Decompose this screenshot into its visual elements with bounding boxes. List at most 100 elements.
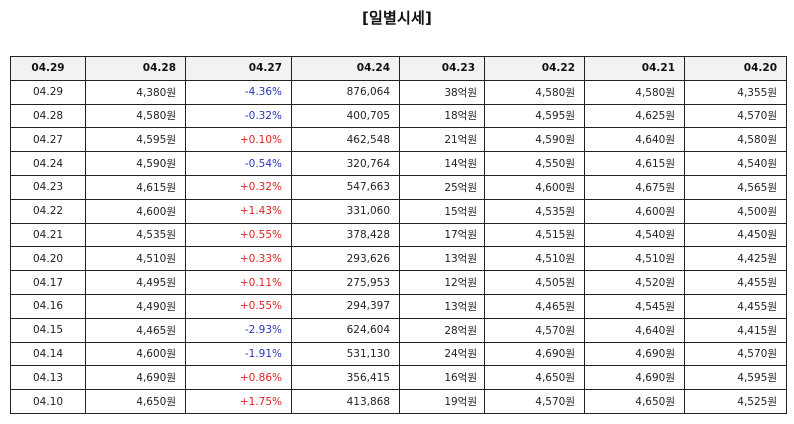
close-price-cell: 4,650원	[85, 389, 186, 414]
trade-value-cell: 28억원	[399, 317, 485, 343]
open-price-cell: 4,590원	[484, 127, 585, 153]
date-cell: 04.22	[10, 198, 86, 224]
change-rate-cell: +1.75%	[185, 389, 292, 414]
high-price-cell: 4,600원	[584, 198, 685, 224]
date-cell: 04.16	[10, 293, 86, 319]
low-price-cell: 4,595원	[684, 365, 787, 391]
volume-cell: 378,428	[291, 222, 400, 248]
volume-cell: 413,868	[291, 389, 400, 414]
volume-cell: 876,064	[291, 79, 400, 105]
table-row: 04.27 4,595원 +0.10% 462,548 21억원 4,590원 4,640원…	[10, 127, 787, 153]
high-price-cell: 4,545원	[584, 293, 685, 319]
table-header-row: 04.29 04.28 04.27 04.24 04.23 04.22 04.2…	[10, 56, 787, 81]
close-price-cell: 4,590원	[85, 151, 186, 176]
trade-value-cell: 13억원	[399, 246, 485, 272]
trade-value-cell: 21억원	[399, 127, 485, 153]
low-price-cell: 4,570원	[684, 103, 787, 129]
trade-value-cell: 14억원	[399, 151, 485, 176]
low-price-cell: 4,355원	[684, 79, 787, 105]
volume-cell: 331,060	[291, 198, 400, 224]
change-rate-cell: -0.54%	[185, 151, 292, 176]
trade-value-cell: 13억원	[399, 293, 485, 319]
change-rate-cell: -2.93%	[185, 317, 292, 343]
close-price-cell: 4,615원	[85, 174, 186, 200]
low-price-cell: 4,500원	[684, 198, 787, 224]
trade-value-cell: 24억원	[399, 341, 485, 367]
low-price-cell: 4,425원	[684, 246, 787, 272]
table-row: 04.10 4,650원 +1.75% 413,868 19억원 4,570원 4,650원…	[10, 389, 787, 414]
high-price-cell: 4,650원	[584, 389, 685, 414]
close-price-cell: 4,595원	[85, 127, 186, 153]
volume-cell: 356,415	[291, 365, 400, 391]
trade-value-cell: 15억원	[399, 198, 485, 224]
table-row: 04.14 4,600원 -1.91% 531,130 24억원 4,690원 4,690원…	[10, 341, 787, 367]
table-row: 04.22 4,600원 +1.43% 331,060 15억원 4,535원 4,600원…	[10, 198, 787, 224]
close-price-cell: 4,535원	[85, 222, 186, 248]
volume-cell: 547,663	[291, 174, 400, 200]
column-header: 04.20	[684, 56, 787, 81]
table-row: 04.13 4,690원 +0.86% 356,415 16억원 4,650원 4,690원…	[10, 365, 787, 391]
open-price-cell: 4,600원	[484, 174, 585, 200]
table-body: 04.29 4,380원 -4.36% 876,064 38억원 4,580원 4,580원…	[10, 79, 787, 414]
close-price-cell: 4,510원	[85, 246, 186, 272]
date-cell: 04.27	[10, 127, 86, 153]
trade-value-cell: 17억원	[399, 222, 485, 248]
trade-value-cell: 16억원	[399, 365, 485, 391]
date-cell: 04.28	[10, 103, 86, 129]
high-price-cell: 4,690원	[584, 365, 685, 391]
table-row: 04.23 4,615원 +0.32% 547,663 25억원 4,600원 4,675원…	[10, 174, 787, 200]
open-price-cell: 4,510원	[484, 246, 585, 272]
open-price-cell: 4,570원	[484, 389, 585, 414]
trade-value-cell: 12억원	[399, 270, 485, 295]
column-header: 04.27	[185, 56, 292, 81]
high-price-cell: 4,640원	[584, 317, 685, 343]
column-header: 04.23	[399, 56, 485, 81]
close-price-cell: 4,380원	[85, 79, 186, 105]
open-price-cell: 4,690원	[484, 341, 585, 367]
table-row: 04.17 4,495원 +0.11% 275,953 12억원 4,505원 4,520원…	[10, 270, 787, 295]
change-rate-cell: +0.32%	[185, 174, 292, 200]
column-header: 04.29	[10, 56, 86, 81]
open-price-cell: 4,515원	[484, 222, 585, 248]
trade-value-cell: 25억원	[399, 174, 485, 200]
change-rate-cell: -4.36%	[185, 79, 292, 105]
low-price-cell: 4,540원	[684, 151, 787, 176]
change-rate-cell: +0.55%	[185, 222, 292, 248]
date-cell: 04.14	[10, 341, 86, 367]
volume-cell: 293,626	[291, 246, 400, 272]
open-price-cell: 4,535원	[484, 198, 585, 224]
low-price-cell: 4,450원	[684, 222, 787, 248]
column-header: 04.28	[85, 56, 186, 81]
change-rate-cell: +1.43%	[185, 198, 292, 224]
table-row: 04.16 4,490원 +0.55% 294,397 13억원 4,465원 4,545원…	[10, 293, 787, 319]
high-price-cell: 4,510원	[584, 246, 685, 272]
close-price-cell: 4,465원	[85, 317, 186, 343]
open-price-cell: 4,570원	[484, 317, 585, 343]
close-price-cell: 4,690원	[85, 365, 186, 391]
table-row: 04.28 4,580원 -0.32% 400,705 18억원 4,595원 4,625원…	[10, 103, 787, 129]
high-price-cell: 4,615원	[584, 151, 685, 176]
close-price-cell: 4,600원	[85, 341, 186, 367]
column-header: 04.21	[584, 56, 685, 81]
change-rate-cell: +0.10%	[185, 127, 292, 153]
trade-value-cell: 19억원	[399, 389, 485, 414]
volume-cell: 624,604	[291, 317, 400, 343]
table-row: 04.29 4,380원 -4.36% 876,064 38억원 4,580원 4,580원…	[10, 79, 787, 105]
change-rate-cell: +0.33%	[185, 246, 292, 272]
low-price-cell: 4,580원	[684, 127, 787, 153]
date-cell: 04.10	[10, 389, 86, 414]
low-price-cell: 4,525원	[684, 389, 787, 414]
change-rate-cell: +0.11%	[185, 270, 292, 295]
volume-cell: 462,548	[291, 127, 400, 153]
high-price-cell: 4,675원	[584, 174, 685, 200]
trade-value-cell: 38억원	[399, 79, 485, 105]
open-price-cell: 4,550원	[484, 151, 585, 176]
change-rate-cell: -0.32%	[185, 103, 292, 129]
column-header: 04.24	[291, 56, 400, 81]
date-cell: 04.29	[10, 79, 86, 105]
high-price-cell: 4,690원	[584, 341, 685, 367]
close-price-cell: 4,600원	[85, 198, 186, 224]
date-cell: 04.17	[10, 270, 86, 295]
high-price-cell: 4,520원	[584, 270, 685, 295]
close-price-cell: 4,490원	[85, 293, 186, 319]
